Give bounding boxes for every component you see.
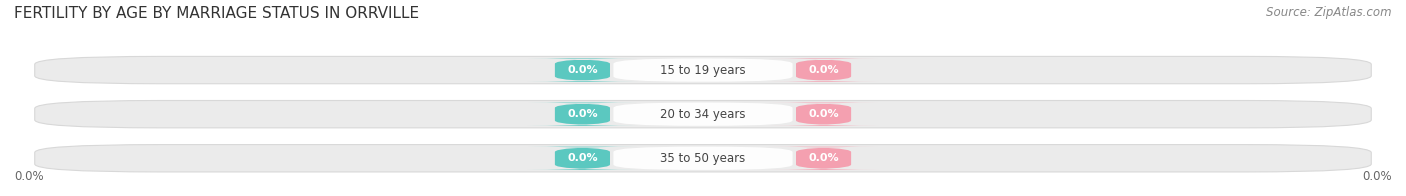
Text: 0.0%: 0.0% [14, 170, 44, 183]
FancyBboxPatch shape [527, 103, 637, 126]
Text: 0.0%: 0.0% [567, 153, 598, 163]
Text: 0.0%: 0.0% [567, 65, 598, 75]
Text: 35 to 50 years: 35 to 50 years [661, 152, 745, 165]
FancyBboxPatch shape [35, 56, 1371, 84]
FancyBboxPatch shape [35, 101, 1371, 128]
Text: 0.0%: 0.0% [808, 65, 839, 75]
Text: 0.0%: 0.0% [567, 109, 598, 119]
Text: 0.0%: 0.0% [808, 153, 839, 163]
FancyBboxPatch shape [769, 147, 879, 170]
Text: 15 to 19 years: 15 to 19 years [661, 64, 745, 77]
FancyBboxPatch shape [613, 103, 793, 126]
Text: 0.0%: 0.0% [808, 109, 839, 119]
FancyBboxPatch shape [527, 58, 637, 82]
FancyBboxPatch shape [527, 147, 637, 170]
FancyBboxPatch shape [35, 145, 1371, 172]
Text: 20 to 34 years: 20 to 34 years [661, 108, 745, 121]
Text: Source: ZipAtlas.com: Source: ZipAtlas.com [1267, 6, 1392, 19]
FancyBboxPatch shape [769, 58, 879, 82]
FancyBboxPatch shape [613, 58, 793, 82]
Text: 0.0%: 0.0% [1362, 170, 1392, 183]
FancyBboxPatch shape [613, 147, 793, 170]
FancyBboxPatch shape [769, 103, 879, 126]
Text: FERTILITY BY AGE BY MARRIAGE STATUS IN ORRVILLE: FERTILITY BY AGE BY MARRIAGE STATUS IN O… [14, 6, 419, 21]
